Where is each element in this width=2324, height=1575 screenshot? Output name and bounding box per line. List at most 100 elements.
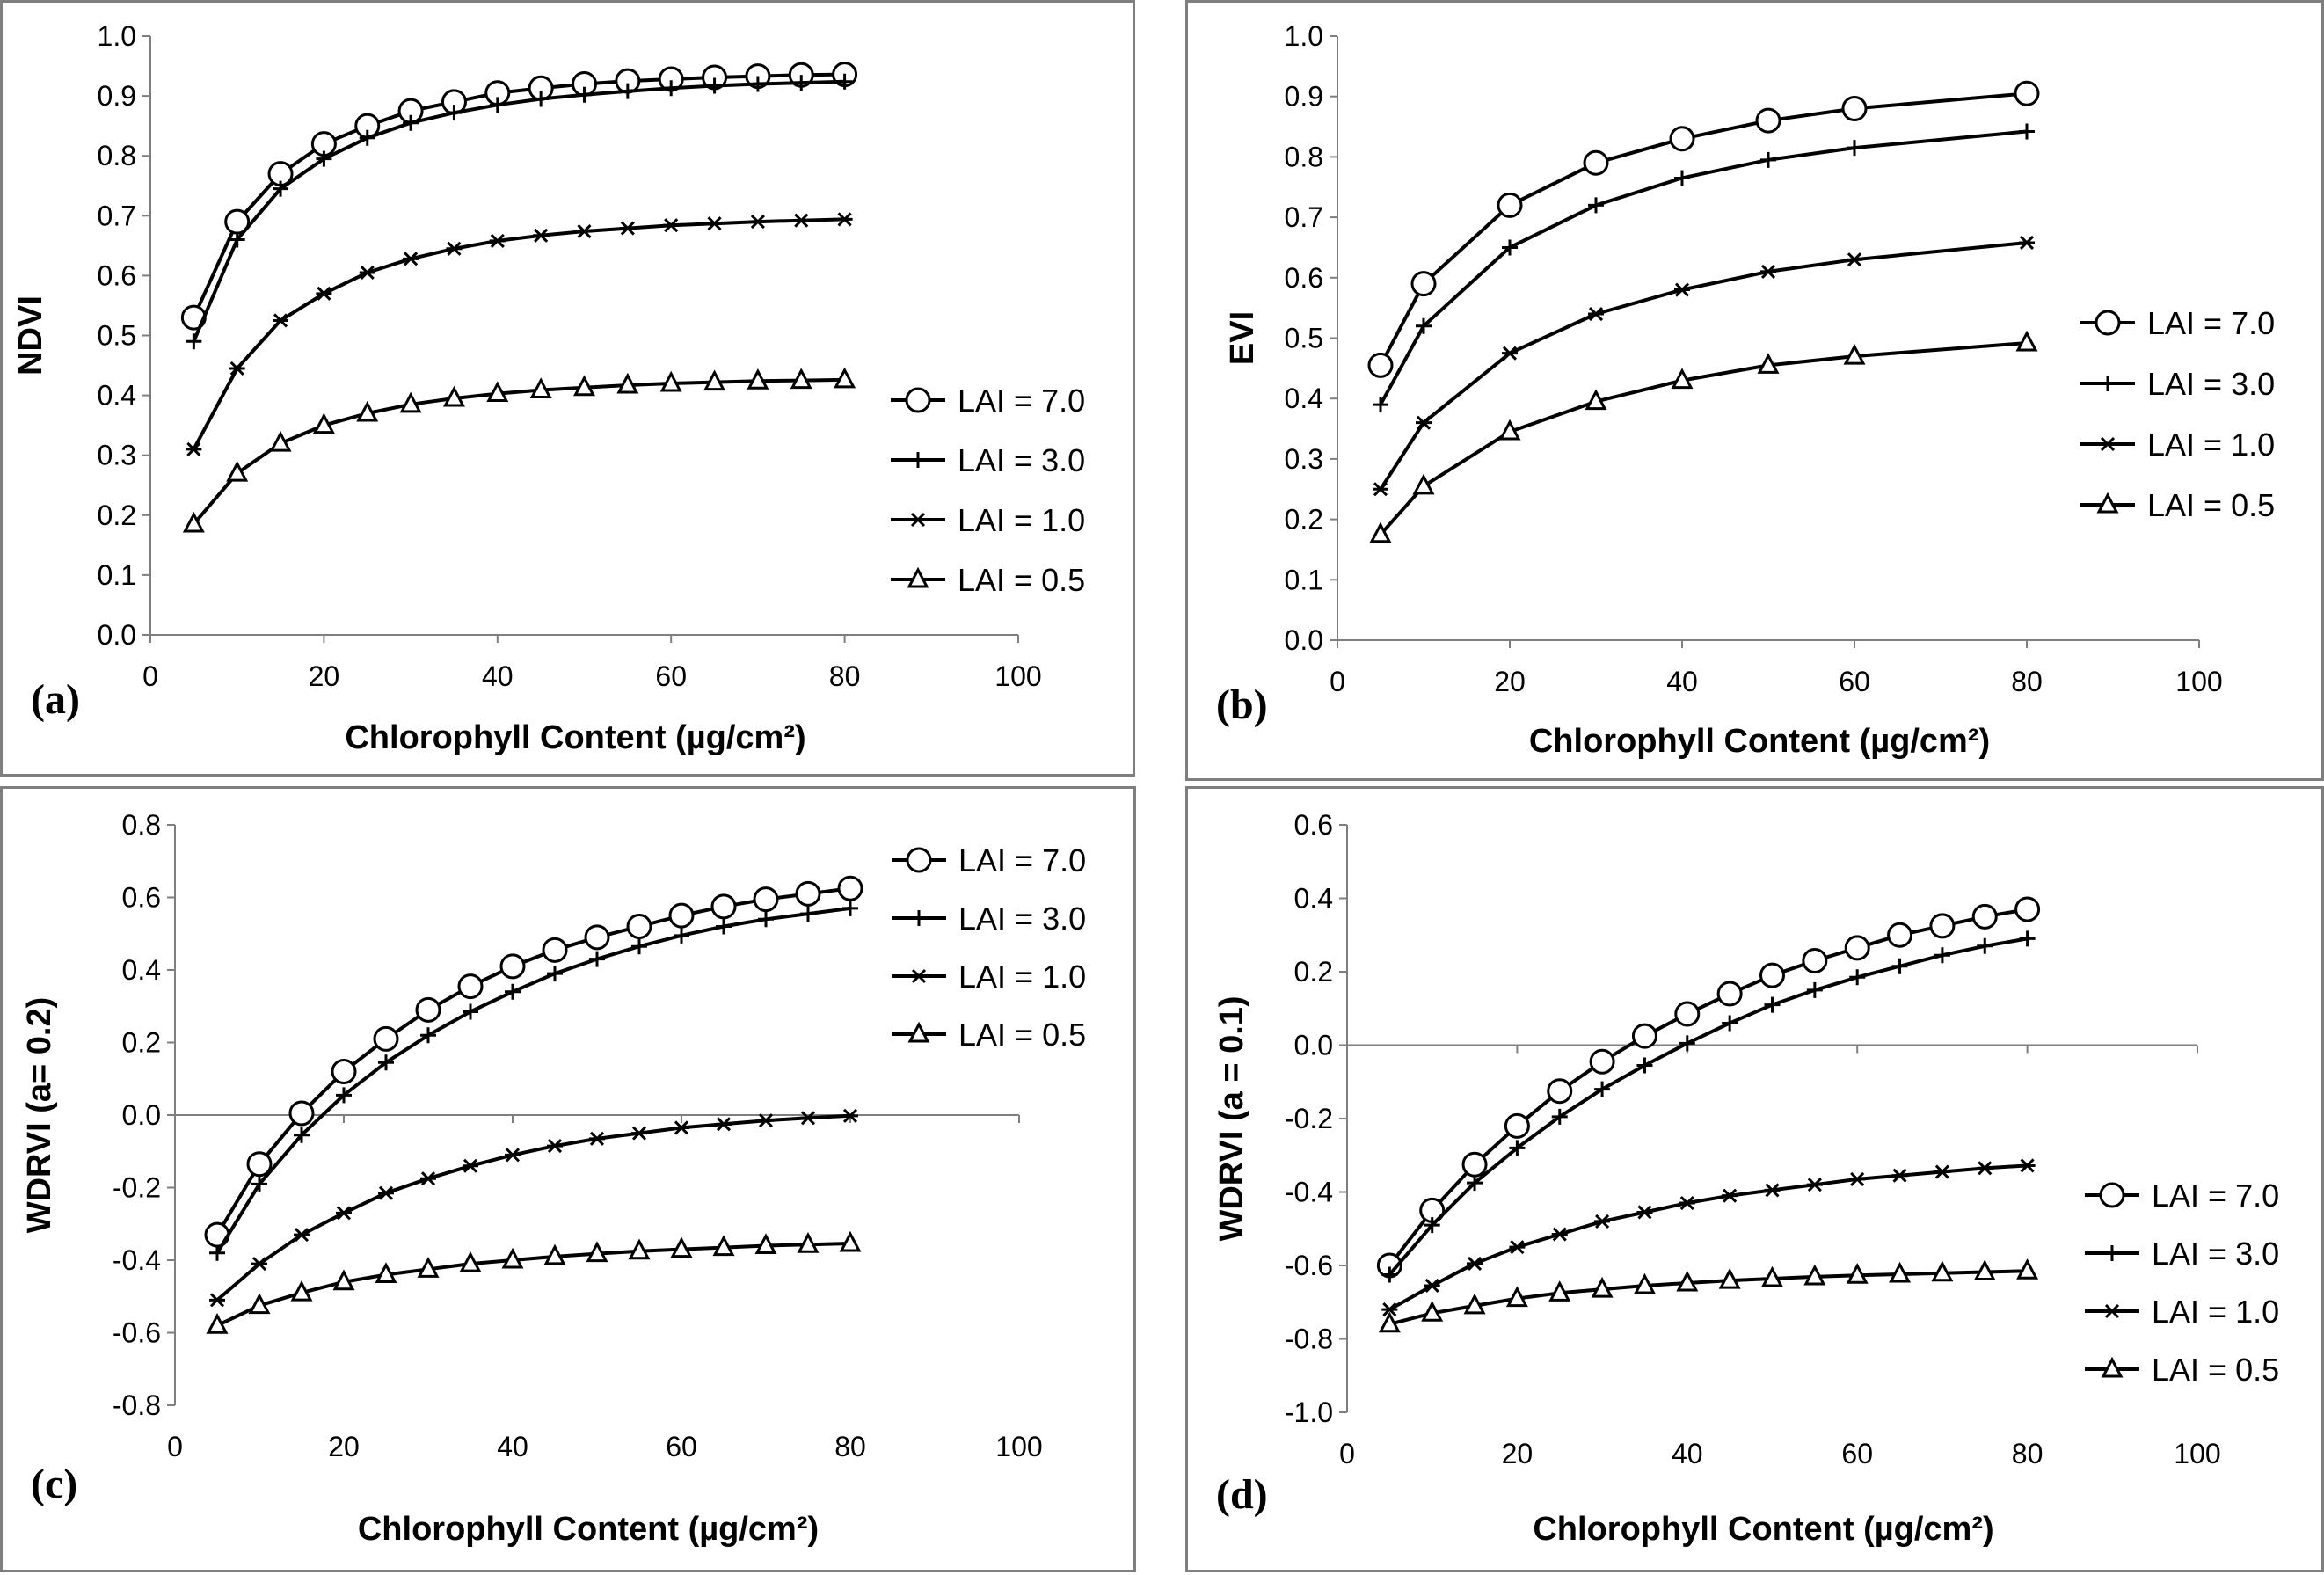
data-point-d-1-15 (2019, 930, 2036, 947)
chart-svg-d: -1.0 -0.8 -0.6 -0.4 -0.2 0.0 0.2 0.4 0.6 0 20 40 60 8… (1213, 809, 2279, 1548)
data-point-b-3-3 (1585, 389, 1607, 411)
x-tick-label-c-0: 0 (167, 1431, 183, 1462)
y-tick-label-a-1: 0.1 (98, 559, 136, 591)
data-point-a-2-15 (836, 212, 853, 227)
series-markers-c-3 (206, 1230, 862, 1334)
data-point-d-3-13 (1931, 1260, 1954, 1282)
y-axis-title-c: WDRVI (a= 0.2) (21, 997, 58, 1234)
data-point-c-2-13 (758, 1113, 774, 1128)
data-point-a-3-11 (659, 370, 682, 392)
y-tick-label-c-1: -0.6 (113, 1317, 161, 1349)
data-point-a-2-5 (403, 252, 419, 266)
data-point-d-1-6 (1636, 1057, 1653, 1074)
x-tick-label-c-5: 100 (995, 1431, 1042, 1462)
chart-svg-c: -0.8 -0.6 -0.4 -0.2 0.0 0.2 0.4 0.6 0.8 0 20 40 60 80… (21, 809, 1086, 1548)
data-point-a-1-11 (663, 80, 680, 97)
y-tick-label-d-7: 0.4 (1294, 883, 1333, 915)
data-point-d-1-10 (1806, 981, 1823, 998)
y-tick-label-d-8: 0.6 (1294, 809, 1333, 841)
data-point-d-2-3 (1509, 1240, 1526, 1255)
data-point-c-0-5 (415, 996, 441, 1023)
series-markers-b-2 (1373, 235, 2035, 497)
y-tick-label-c-8: 0.8 (122, 809, 161, 841)
data-point-c-2-7 (505, 1148, 521, 1163)
data-point-c-1-0 (209, 1244, 225, 1261)
data-point-d-0-6 (1631, 1023, 1657, 1049)
series-line-c-3 (216, 1242, 851, 1328)
legend-label-b-1: LAI = 3.0 (2147, 366, 2275, 402)
legend-label-d-0: LAI = 7.0 (2152, 1178, 2279, 1214)
legend-marker-d-2 (2104, 1303, 2120, 1319)
data-point-b-2-1 (1416, 415, 1432, 430)
series-markers-c-1 (209, 900, 858, 1261)
data-point-d-2-2 (1467, 1256, 1483, 1271)
legend-label-a-0: LAI = 7.0 (958, 383, 1085, 419)
y-tick-label-a-2: 0.2 (98, 499, 136, 531)
x-tick-label-d-0: 0 (1339, 1438, 1355, 1469)
data-point-d-0-9 (1759, 962, 1785, 988)
series-markers-a-2 (186, 212, 853, 456)
series-line-c-0 (215, 886, 851, 1236)
y-tick-label-b-6: 0.6 (1285, 262, 1323, 294)
y-tick-label-a-6: 0.6 (98, 259, 136, 291)
data-point-d-2-8 (1722, 1188, 1738, 1203)
y-tick-label-c-6: 0.4 (122, 954, 161, 986)
y-tick-label-a-5: 0.5 (98, 320, 136, 352)
series-markers-a-3 (182, 367, 856, 533)
data-point-a-3-4 (356, 400, 379, 422)
data-point-a-3-6 (442, 385, 465, 407)
data-point-a-1-4 (359, 129, 375, 146)
legend-marker-b-3 (2096, 492, 2119, 514)
x-tick-label-a-2: 40 (482, 660, 514, 692)
data-point-b-3-7 (2015, 330, 2038, 352)
x-axis-title-b: Chlorophyll Content (µg/cm²) (1529, 723, 1990, 760)
data-point-b-1-1 (1416, 317, 1432, 334)
data-point-d-1-12 (1891, 958, 1908, 974)
data-point-a-3-3 (312, 412, 335, 434)
data-point-a-2-7 (489, 233, 506, 248)
series-markers-b-0 (1367, 80, 2040, 378)
data-point-b-1-3 (1588, 197, 1604, 214)
data-point-d-1-7 (1679, 1035, 1695, 1052)
data-point-c-0-8 (542, 937, 568, 963)
data-point-b-3-0 (1369, 521, 1392, 543)
data-point-b-1-4 (1674, 170, 1690, 186)
legend-marker-b-0 (2095, 310, 2121, 336)
x-tick-label-b-0: 0 (1330, 666, 1345, 697)
data-point-d-0-12 (1887, 922, 1913, 948)
data-point-b-1-5 (1760, 151, 1776, 168)
data-point-d-3-14 (1973, 1259, 1996, 1281)
data-point-c-0-14 (795, 880, 821, 907)
data-point-d-0-4 (1547, 1078, 1573, 1105)
data-point-d-3-1 (1421, 1301, 1444, 1322)
data-point-d-0-13 (1929, 913, 1956, 939)
x-axis-title-d: Chlorophyll Content (µg/cm²) (1533, 1511, 1993, 1548)
data-point-c-3-13 (754, 1233, 777, 1254)
legend-label-c-3: LAI = 0.5 (958, 1017, 1086, 1053)
chart-panel-b: 0.0 0.1 0.2 0.3 0.4 0.5 0.6 0.7 0.8 0.9 1.0 0 20 40 60… (1185, 0, 2324, 781)
series-line-a-3 (192, 377, 845, 526)
data-point-d-1-1 (1424, 1217, 1440, 1234)
y-tick-label-b-7: 0.7 (1285, 201, 1323, 233)
series-line-b-3 (1379, 341, 2028, 536)
data-point-c-0-6 (457, 973, 484, 1000)
data-point-d-1-0 (1381, 1266, 1398, 1283)
y-tick-label-d-3: -0.4 (1285, 1177, 1333, 1208)
data-point-d-2-1 (1424, 1278, 1440, 1294)
data-point-d-2-6 (1636, 1205, 1653, 1220)
data-point-d-2-4 (1551, 1227, 1568, 1242)
x-tick-label-c-4: 80 (834, 1431, 866, 1462)
data-point-c-2-2 (294, 1228, 310, 1243)
y-tick-label-c-0: -0.8 (113, 1389, 161, 1421)
data-point-a-3-12 (703, 369, 726, 391)
legend-label-b-3: LAI = 0.5 (2147, 487, 2275, 523)
x-tick-label-d-2: 40 (1672, 1438, 1703, 1469)
data-point-b-3-2 (1498, 419, 1521, 441)
legend-marker-b-2 (2100, 436, 2116, 452)
y-tick-label-c-7: 0.6 (122, 882, 161, 914)
legend-marker-d-3 (2101, 1356, 2124, 1378)
series-line-a-2 (192, 217, 845, 450)
data-point-c-0-13 (753, 886, 779, 913)
data-point-c-0-1 (246, 1151, 273, 1178)
data-point-d-2-10 (1806, 1178, 1823, 1192)
